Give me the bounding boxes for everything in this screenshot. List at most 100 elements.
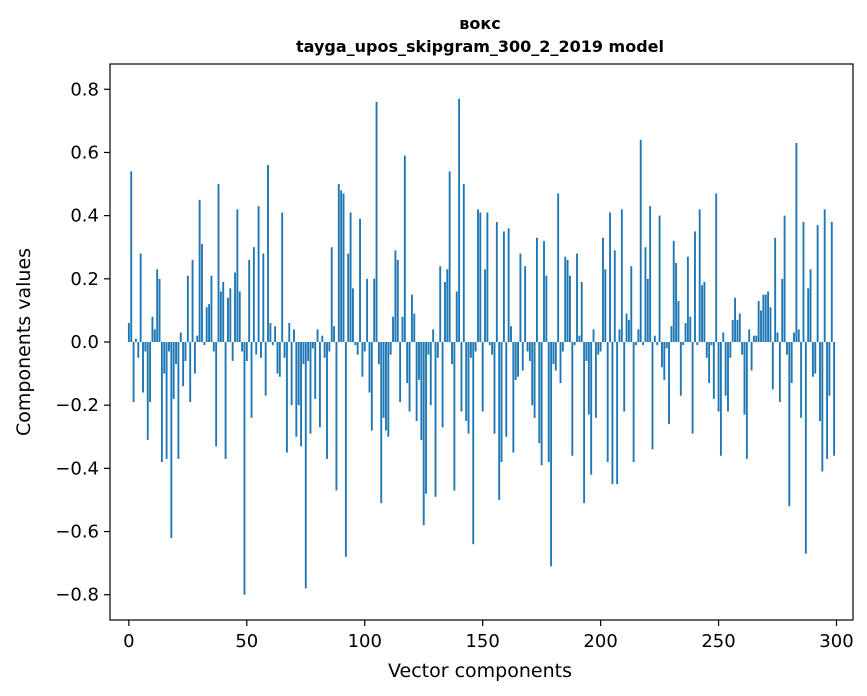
bar: [642, 342, 645, 346]
bar: [413, 313, 416, 342]
bar: [137, 342, 140, 358]
bar: [311, 342, 314, 349]
bar: [182, 342, 185, 387]
bar: [554, 342, 557, 371]
bar: [502, 231, 505, 342]
bar: [333, 326, 336, 342]
bar: [781, 278, 784, 342]
bar: [819, 342, 821, 421]
bar: [236, 209, 239, 342]
bar: [512, 342, 515, 453]
bar: [453, 342, 456, 491]
bar: [196, 335, 199, 342]
x-axis: 0 50 100 150 200 250 300: [123, 620, 854, 652]
bar: [535, 237, 538, 342]
bar: [149, 342, 152, 403]
bar: [212, 342, 215, 352]
bar: [231, 342, 234, 361]
bar: [550, 342, 553, 567]
bar: [163, 342, 166, 374]
bar: [356, 342, 359, 355]
bar: [620, 209, 623, 342]
bar: [420, 342, 423, 440]
bars-group: [127, 98, 836, 595]
bar: [767, 291, 770, 342]
bar: [609, 212, 611, 342]
bar: [366, 278, 369, 342]
x-tick-label: 250: [701, 631, 735, 652]
bar: [295, 342, 298, 437]
bar: [493, 342, 496, 434]
bar: [262, 253, 265, 342]
bar: [627, 319, 630, 342]
bar: [606, 342, 609, 463]
bar: [722, 332, 725, 342]
bar: [191, 259, 194, 342]
bar: [158, 278, 161, 342]
bar: [234, 272, 236, 342]
bar: [569, 275, 571, 342]
bar: [418, 342, 420, 380]
bar: [340, 190, 343, 342]
bar: [271, 342, 274, 346]
bar: [545, 275, 548, 342]
bar: [160, 342, 163, 463]
bar: [703, 281, 706, 342]
bar: [571, 342, 574, 456]
bar: [833, 342, 836, 456]
bar: [686, 256, 689, 342]
bar: [415, 342, 418, 421]
bar: [510, 326, 512, 342]
bar: [663, 342, 666, 380]
bar: [406, 342, 409, 384]
bar: [321, 335, 324, 342]
bar: [783, 215, 786, 342]
bar: [719, 342, 722, 456]
bar: [757, 300, 760, 342]
bar: [465, 342, 468, 421]
bar: [672, 240, 675, 342]
bar: [755, 335, 758, 342]
bar: [260, 342, 262, 358]
bar: [698, 209, 701, 342]
bar: [427, 342, 430, 355]
bar: [592, 329, 595, 342]
bar: [764, 294, 767, 342]
bar: [528, 342, 531, 361]
bar: [250, 342, 253, 418]
bar: [387, 342, 390, 437]
bar: [318, 342, 321, 428]
bar: [776, 332, 779, 342]
bar: [498, 342, 501, 500]
bar: [594, 342, 597, 418]
bar: [797, 329, 800, 342]
bar: [668, 342, 670, 425]
bar: [561, 342, 564, 352]
bar: [368, 342, 371, 393]
bar: [300, 342, 303, 447]
bar: [267, 165, 269, 342]
bar: [543, 240, 545, 342]
bar: [479, 212, 482, 342]
bar: [774, 237, 777, 342]
bar: [675, 263, 678, 342]
bar: [389, 342, 392, 355]
bar: [576, 253, 578, 342]
bar: [130, 171, 133, 342]
bar: [689, 316, 692, 342]
bar: [446, 269, 449, 342]
bar: [710, 342, 713, 346]
y-tick-label: 0.8: [70, 79, 99, 100]
bar: [830, 221, 833, 342]
bar: [132, 342, 135, 403]
bar: [793, 332, 795, 342]
y-tick-label: 0.2: [70, 269, 99, 290]
bar: [401, 316, 404, 342]
bar: [677, 300, 680, 342]
bar: [210, 275, 213, 342]
bar: [276, 342, 279, 374]
bar: [337, 184, 340, 342]
bar: [342, 193, 345, 342]
bar: [684, 323, 687, 342]
bar: [637, 329, 640, 342]
